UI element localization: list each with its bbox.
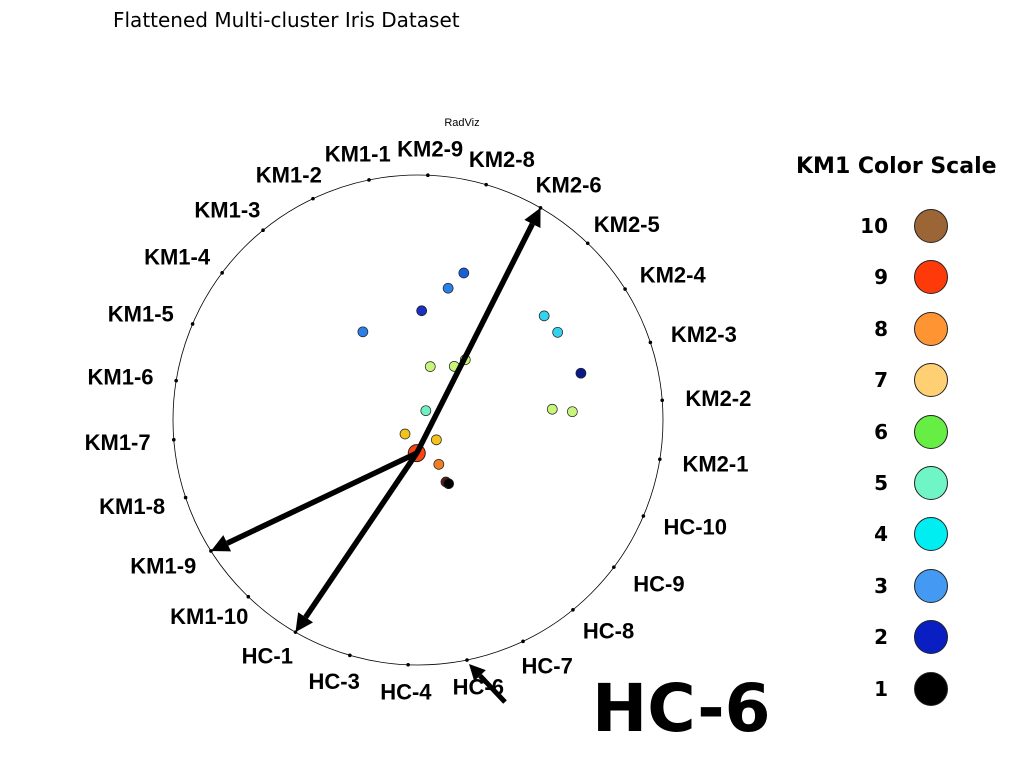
anchor-label: KM2-8 xyxy=(469,147,535,172)
anchor-label: KM1-10 xyxy=(170,604,248,629)
anchor-dot xyxy=(521,639,525,644)
legend-swatch xyxy=(914,671,948,706)
anchor-dot xyxy=(612,565,616,569)
data-point xyxy=(443,478,454,490)
legend-swatch xyxy=(914,620,948,655)
data-point xyxy=(433,458,445,470)
arrow-to-anchor xyxy=(414,222,535,455)
callout-arrow-head xyxy=(469,664,486,682)
anchor-label: HC-8 xyxy=(583,619,634,644)
legend-label: 6 xyxy=(874,419,888,444)
anchor-label: KM2-5 xyxy=(594,212,660,237)
anchor-dot xyxy=(623,287,627,291)
callout-label: HC-6 xyxy=(592,670,771,747)
legend-label: 8 xyxy=(874,316,888,341)
legend-swatch xyxy=(914,568,948,603)
arrow-to-anchor xyxy=(226,450,418,546)
anchor-label: KM1-3 xyxy=(194,197,260,222)
anchor-label: HC-3 xyxy=(308,669,359,694)
anchor-label: KM1-8 xyxy=(99,494,165,519)
slide-title: Flattened Multi-cluster Iris Dataset xyxy=(113,8,460,32)
data-point xyxy=(399,428,411,440)
anchor-label: KM1-7 xyxy=(85,430,151,455)
anchor-dot xyxy=(174,378,178,383)
data-point xyxy=(431,434,442,446)
legend-title: KM1 Color Scale xyxy=(796,154,997,179)
anchor-dot xyxy=(171,437,176,442)
anchor-dot xyxy=(658,457,662,462)
anchor-label: KM1-2 xyxy=(256,162,322,187)
data-point xyxy=(357,326,369,338)
legend-label: 1 xyxy=(874,676,888,701)
legend-label: 3 xyxy=(874,573,888,598)
data-point xyxy=(424,361,436,372)
legend-label: 7 xyxy=(874,368,888,393)
data-point xyxy=(552,326,564,338)
data-point xyxy=(442,282,454,294)
anchor-label: HC-10 xyxy=(663,515,727,540)
legend-label: 4 xyxy=(874,522,888,547)
legend-swatch xyxy=(914,209,948,243)
chart-title: RadViz xyxy=(444,117,479,129)
data-point xyxy=(416,305,428,317)
data-point xyxy=(575,367,587,379)
anchor-label: KM2-9 xyxy=(397,136,463,161)
anchor-dot xyxy=(465,658,469,662)
legend-label: 5 xyxy=(874,471,888,495)
callout-arrow xyxy=(478,673,507,704)
anchor-label: HC-1 xyxy=(242,644,293,669)
data-point xyxy=(458,267,470,279)
anchor-label: KM1-5 xyxy=(108,301,174,326)
anchor-dot xyxy=(641,514,646,518)
data-point xyxy=(538,310,550,322)
anchor-dot xyxy=(190,322,195,326)
legend-swatch xyxy=(914,414,948,449)
arrow-to-anchor xyxy=(303,451,420,619)
arrow-to-anchor-head xyxy=(524,207,541,228)
anchor-dot xyxy=(183,495,188,500)
legend-label: 2 xyxy=(874,625,888,650)
legend-swatch xyxy=(914,363,948,398)
anchor-dot xyxy=(348,653,352,658)
anchor-dot xyxy=(426,173,430,177)
legend-label: 9 xyxy=(874,265,888,290)
anchor-dot xyxy=(261,228,265,233)
anchor-label: HC-9 xyxy=(633,571,684,596)
anchor-label: HC-4 xyxy=(380,680,432,705)
anchor-dot xyxy=(484,182,488,187)
legend-swatch xyxy=(914,260,948,295)
legend-swatch xyxy=(914,517,948,552)
anchor-dot xyxy=(367,178,371,182)
legend-swatch xyxy=(914,311,948,346)
anchor-label: KM2-6 xyxy=(536,172,602,197)
legend-swatch xyxy=(914,466,948,500)
anchor-label: KM1-1 xyxy=(325,142,391,167)
anchor-dot xyxy=(585,241,590,246)
arrow-to-anchor-head xyxy=(295,612,314,633)
anchor-dot xyxy=(406,663,410,667)
data-point xyxy=(420,405,432,417)
anchor-dot xyxy=(220,271,224,275)
anchor-label: KM2-2 xyxy=(685,386,751,411)
anchor-label: KM1-6 xyxy=(88,364,154,389)
data-point xyxy=(566,406,578,418)
anchor-dot xyxy=(571,607,575,612)
anchor-label: KM2-3 xyxy=(671,322,737,347)
anchor-label: KM1-9 xyxy=(130,553,196,578)
anchor-label: KM1-4 xyxy=(144,245,211,270)
anchor-label: KM2-1 xyxy=(682,452,748,477)
anchor-dot xyxy=(246,594,251,599)
arrow-to-anchor-head xyxy=(210,535,232,552)
legend-label: 10 xyxy=(860,214,888,238)
radviz-circle xyxy=(172,174,664,666)
anchor-label: HC-7 xyxy=(522,654,573,679)
anchor-dot xyxy=(648,340,653,345)
anchor-dot xyxy=(311,196,315,201)
anchor-dot xyxy=(660,398,665,403)
anchor-label: KM2-4 xyxy=(640,263,707,288)
data-point xyxy=(546,403,558,415)
